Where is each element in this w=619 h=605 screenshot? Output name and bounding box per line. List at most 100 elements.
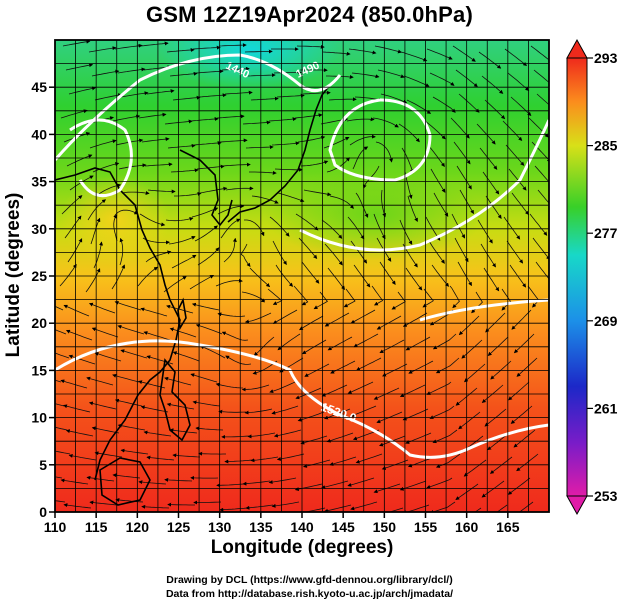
streamline <box>324 504 352 512</box>
colorbar-tick-label: 261 <box>594 400 618 416</box>
streamline <box>190 373 218 383</box>
streamline <box>380 93 408 104</box>
x-tick-label: 155 <box>414 519 438 535</box>
streamline <box>112 114 141 122</box>
streamline <box>244 408 273 415</box>
streamline <box>117 324 145 335</box>
streamline <box>322 51 351 56</box>
streamline <box>191 302 220 311</box>
streamline <box>513 333 535 354</box>
streamline <box>271 501 300 508</box>
streamline <box>502 120 523 141</box>
streamline <box>271 405 299 415</box>
streamline <box>65 63 94 71</box>
streamline <box>169 428 198 434</box>
y-tick-label: 45 <box>31 79 47 95</box>
streamline <box>172 95 201 101</box>
streamline <box>267 288 283 305</box>
streamline <box>427 144 445 168</box>
streamline <box>327 336 353 351</box>
streamline <box>508 381 530 401</box>
credit-drawing: Drawing by DCL (https://www.gfd-dennou.o… <box>166 574 453 586</box>
streamline <box>529 213 548 236</box>
coast-japan <box>227 84 331 223</box>
streamline <box>61 195 83 215</box>
x-tick-label: 140 <box>290 519 314 535</box>
x-tick-label: 115 <box>85 519 108 535</box>
streamline <box>244 49 273 54</box>
streamline <box>55 379 62 383</box>
streamline <box>89 500 118 506</box>
streamline <box>215 278 243 287</box>
streamline <box>219 507 248 512</box>
streamline <box>112 473 141 479</box>
streamline <box>55 305 64 311</box>
streamline <box>172 453 201 458</box>
coast-philippines <box>159 358 191 442</box>
streamline <box>88 46 117 53</box>
streamline <box>374 45 402 54</box>
streamline <box>167 502 195 507</box>
streamline <box>501 288 512 311</box>
streamline <box>536 93 549 106</box>
streamline <box>197 247 220 266</box>
streamline <box>169 71 198 77</box>
lat-lon-grid <box>55 40 549 512</box>
y-tick-label: 10 <box>31 410 47 426</box>
streamline <box>91 327 119 338</box>
streamline <box>141 137 170 143</box>
streamline <box>458 411 481 430</box>
streamline <box>375 141 394 163</box>
contour-1490-low <box>328 98 432 182</box>
streamline <box>86 376 114 386</box>
contour-1520-north <box>419 298 549 322</box>
streamline <box>348 48 377 55</box>
streamline <box>68 354 96 365</box>
streamline <box>193 141 222 146</box>
streamline <box>222 162 251 167</box>
streamline <box>120 448 149 455</box>
streamline <box>247 73 276 78</box>
streamline <box>461 339 483 359</box>
streamline <box>113 214 118 242</box>
streamline <box>268 477 297 485</box>
coast-taiwan <box>177 297 187 331</box>
streamline <box>273 429 302 438</box>
streamline <box>479 147 498 170</box>
streamline <box>516 357 538 377</box>
streamline <box>200 345 226 359</box>
streamline <box>458 93 480 113</box>
streamline <box>163 276 187 293</box>
streamline <box>403 75 430 87</box>
streamline <box>88 401 117 410</box>
streamline <box>379 261 396 285</box>
streamline <box>377 69 405 79</box>
streamline <box>120 349 148 359</box>
streamline <box>271 141 300 146</box>
streamline <box>63 503 92 509</box>
plot-area: 1520.0 1490 1440 <box>55 40 549 512</box>
streamline <box>346 117 375 122</box>
streamline <box>242 480 271 486</box>
streamline <box>324 312 350 327</box>
streamline <box>399 219 413 245</box>
streamline <box>65 329 93 341</box>
streamline <box>94 451 123 458</box>
streamline <box>55 450 71 455</box>
streamline <box>198 93 227 98</box>
streamline <box>242 120 271 125</box>
streamline <box>117 67 146 74</box>
chart-title: GSM 12Z19Apr2024 (850.0hPa) <box>146 2 473 27</box>
streamline <box>63 304 90 317</box>
streamline <box>504 48 528 66</box>
streamline <box>297 507 326 512</box>
streamline <box>195 323 223 335</box>
streamline <box>355 453 383 464</box>
streamline <box>481 480 505 498</box>
streamline <box>452 45 476 62</box>
streamline <box>301 261 320 284</box>
streamline <box>328 97 357 102</box>
streamline <box>63 404 91 413</box>
streamline <box>111 264 126 290</box>
streamline <box>138 112 167 119</box>
